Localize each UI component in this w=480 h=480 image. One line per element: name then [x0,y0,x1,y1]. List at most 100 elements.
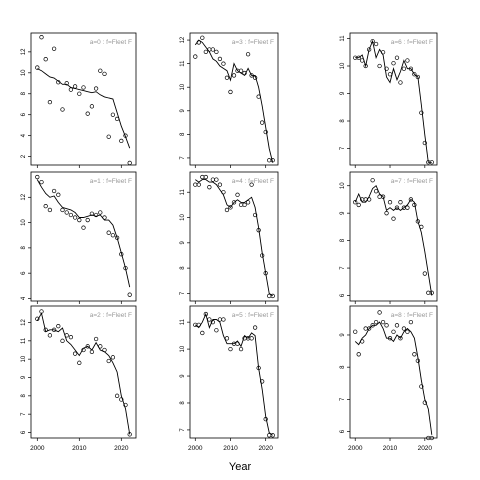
y-tick-label: 12 [21,319,27,326]
data-point [93,212,99,218]
y-tick-label: 7 [180,156,186,160]
data-point [370,323,375,328]
panel-title: a=5 : f=Fleet F [232,312,274,319]
data-point [267,433,272,438]
data-point [119,397,124,402]
panel-title: a=0 : f=Fleet F [90,39,132,46]
data-point [72,84,78,89]
data-point [203,311,208,317]
data-point [356,55,361,60]
data-point [391,61,396,66]
panel-4: a=4 : f=Fleet F 7 8 9 10 11 [180,171,279,304]
x-tick-label: 2020 [418,445,433,452]
data-point [260,253,265,258]
data-point [401,326,407,331]
data-point [207,185,212,190]
data-point [249,336,254,341]
data-point [51,188,57,194]
data-point [85,111,90,116]
data-point [193,54,198,59]
data-point [353,329,358,334]
y-tick-label: 7 [340,266,346,270]
data-point [64,333,69,338]
panel-frame [30,171,137,302]
data-point [68,212,74,218]
panel-frame [349,171,438,302]
data-point [387,72,393,77]
data-point [214,328,219,333]
data-point [123,133,128,138]
y-tick-label: 7 [340,146,346,150]
data-point [377,63,382,69]
data-point [377,194,382,199]
data-point [405,205,410,210]
data-point [210,320,216,325]
data-point [56,192,61,197]
y-tick-label: 8 [180,132,186,136]
data-point [429,160,434,165]
panel-frame [189,305,279,439]
data-point [256,228,261,233]
data-point [224,207,230,213]
data-point [380,319,386,325]
data-point [429,435,434,441]
y-tick-label: 9 [180,108,186,112]
data-point [60,338,65,343]
data-point [77,360,82,365]
data-point [422,140,427,146]
data-point [106,134,111,139]
y-tick-label: 12 [21,48,27,55]
y-tick-label: 7 [180,291,186,295]
data-point [422,400,427,405]
data-point [356,202,361,208]
y-tick-label: 8 [340,238,346,242]
data-point [263,416,268,422]
data-point [245,200,251,205]
data-point [408,319,414,325]
data-point [60,207,65,213]
data-point [360,339,365,344]
y-tick-label: 12 [21,193,27,200]
data-point [43,203,48,209]
data-point [270,433,275,438]
data-point [35,174,40,180]
data-point [228,346,233,352]
data-point [98,344,103,349]
data-point [51,327,57,332]
data-point [260,120,265,125]
data-point [245,52,251,57]
data-point [419,224,424,230]
data-point [387,200,393,205]
data-point [196,182,201,187]
x-tick-label: 2000 [348,445,363,452]
y-tick-label: 10 [21,69,27,76]
data-point [93,86,99,91]
data-point [384,211,389,216]
data-point [114,116,120,122]
panel-grid: a=0 : f=Fleet F 2 4 6 8 10 12 a=3 : f=Fleet F 7 8… [21,32,438,452]
data-point [119,252,124,257]
data-point [267,293,272,299]
y-tick-label: 6 [21,112,27,116]
y-tick-label: 11 [21,337,27,344]
data-point [224,75,230,80]
y-tick-label: 6 [340,293,346,297]
data-point [263,129,268,135]
data-point [110,355,116,360]
data-point [196,40,201,45]
data-point [398,80,403,85]
data-point [43,57,48,62]
panel-title: a=1 : f=Fleet F [90,178,132,185]
data-point [39,35,44,40]
data-point [394,323,400,328]
y-tick-label: 8 [21,91,27,95]
fit-line [36,179,131,288]
data-point [238,202,244,208]
data-point [384,66,389,71]
y-tick-label: 10 [180,83,186,90]
data-point [193,182,198,187]
data-point [81,85,86,90]
data-point [196,322,201,328]
data-point [207,317,212,322]
